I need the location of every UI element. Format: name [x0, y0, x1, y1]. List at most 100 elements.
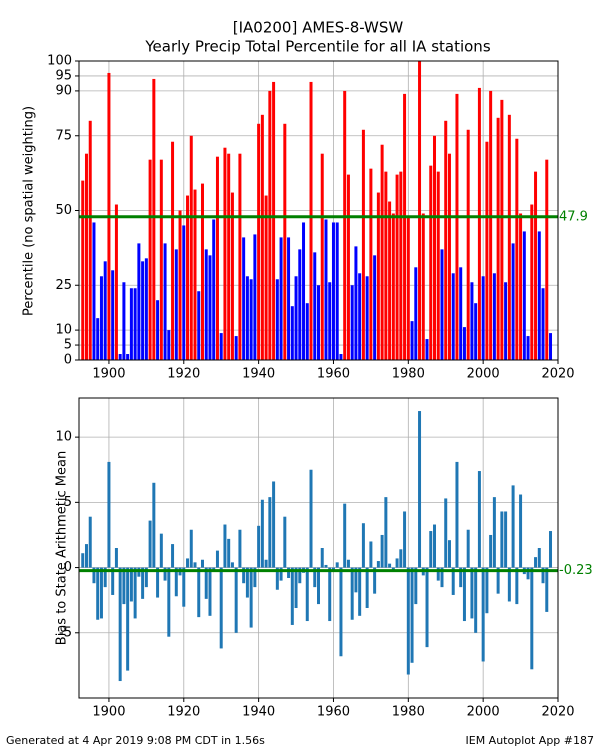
bar — [152, 482, 156, 568]
bar — [519, 494, 523, 568]
y-tick-label: 10 — [55, 430, 72, 445]
bar — [380, 534, 384, 568]
bar — [361, 523, 365, 568]
bar — [230, 562, 234, 568]
bar — [429, 531, 433, 568]
bar — [410, 321, 414, 360]
bar — [197, 567, 201, 618]
bar — [234, 567, 238, 633]
bar — [129, 567, 133, 602]
bar — [459, 567, 463, 588]
bar — [466, 529, 470, 568]
bar — [103, 261, 107, 360]
bar — [223, 524, 227, 568]
bar — [534, 171, 538, 360]
bar — [433, 524, 437, 568]
bar — [489, 90, 493, 361]
bar — [391, 213, 395, 360]
bar — [339, 567, 343, 657]
bar — [227, 153, 231, 360]
y-tick-label: 0 — [64, 353, 72, 368]
bar — [122, 282, 126, 360]
bar — [253, 567, 257, 588]
bar — [167, 330, 171, 360]
bar — [230, 192, 234, 360]
bar — [96, 567, 100, 620]
bar — [174, 567, 178, 597]
y-axis-label: Bias to State Arithmetic Mean — [55, 451, 70, 645]
bar — [395, 558, 399, 568]
bar — [182, 225, 186, 360]
bar — [339, 354, 343, 360]
bar — [331, 222, 335, 360]
bar — [178, 210, 182, 360]
y-tick-label: 5 — [64, 495, 72, 510]
bar — [159, 533, 163, 568]
bar — [429, 165, 433, 360]
bar — [346, 174, 350, 360]
bar — [519, 213, 523, 360]
bar — [436, 567, 440, 581]
bar — [283, 123, 287, 360]
bar — [474, 303, 478, 360]
bar — [111, 270, 115, 360]
bar — [238, 153, 242, 360]
bar — [99, 276, 103, 360]
bar — [492, 497, 496, 568]
bar — [279, 237, 283, 360]
bar — [462, 567, 466, 622]
bar — [549, 333, 553, 360]
bar — [305, 303, 309, 360]
bar — [369, 168, 373, 360]
bar — [481, 567, 485, 662]
bar — [511, 243, 515, 360]
bar — [376, 192, 380, 360]
bar — [504, 511, 508, 568]
bar — [492, 273, 496, 360]
bar — [208, 255, 212, 360]
x-tick-label: 2000 — [467, 367, 500, 382]
bar — [444, 120, 448, 360]
bar — [414, 567, 418, 605]
bar — [215, 156, 219, 360]
bar — [212, 219, 216, 360]
x-tick-label: 1960 — [317, 367, 350, 382]
bar — [133, 288, 137, 360]
footer-right: IEM Autoplot App #187 — [466, 734, 595, 747]
bar — [335, 562, 339, 568]
bar — [530, 567, 534, 670]
bar — [433, 135, 437, 360]
chart-subtitle: Yearly Precip Total Percentile for all I… — [144, 38, 490, 56]
y-tick-label: -5 — [59, 625, 72, 640]
bar — [354, 567, 358, 593]
bar — [444, 498, 448, 568]
bar — [440, 567, 444, 588]
bar — [272, 81, 276, 361]
bar — [418, 61, 422, 360]
bar — [369, 541, 373, 568]
bar — [545, 567, 549, 612]
bar — [440, 249, 444, 360]
y-tick-label: 100 — [47, 54, 72, 69]
bar — [395, 174, 399, 360]
bar — [350, 567, 354, 620]
bar — [245, 276, 249, 360]
bar — [126, 567, 130, 671]
bar — [186, 195, 190, 360]
bar — [268, 90, 272, 361]
bar — [305, 567, 309, 622]
bar — [328, 567, 332, 622]
y-tick-label: 50 — [55, 203, 72, 218]
bar — [406, 567, 410, 675]
bar — [309, 81, 313, 361]
bar — [268, 497, 272, 568]
x-tick-label: 1980 — [392, 705, 425, 720]
bar — [455, 93, 459, 360]
bar — [346, 559, 350, 568]
bar — [320, 153, 324, 360]
bar — [215, 550, 219, 568]
bar — [324, 564, 328, 568]
bar — [156, 300, 160, 360]
bar — [485, 567, 489, 614]
bar — [245, 567, 249, 598]
